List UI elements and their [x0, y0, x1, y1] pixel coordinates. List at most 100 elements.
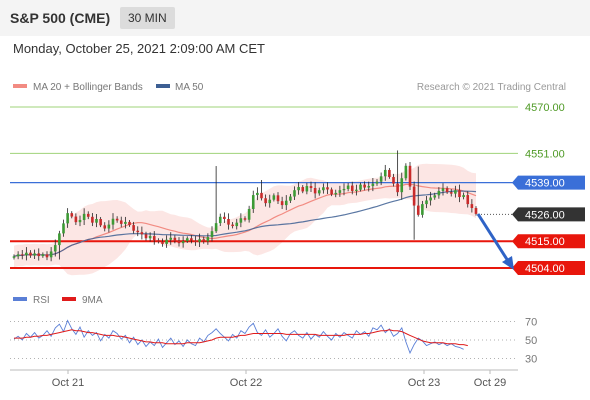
x-tick-label: Oct 21 — [52, 377, 84, 389]
chart-header: S&P 500 (CME) 30 MIN — [0, 0, 590, 36]
candle-body — [124, 221, 127, 224]
candle-body — [33, 253, 36, 256]
candle-body — [379, 176, 383, 182]
level-label-4526-00-box — [512, 207, 585, 222]
candle-body — [474, 208, 478, 214]
candles — [12, 150, 478, 262]
candle-body — [284, 200, 288, 206]
candle-body — [371, 183, 375, 187]
interval-badge[interactable]: 30 MIN — [120, 7, 175, 29]
candle-body — [107, 224, 111, 229]
candle-body — [272, 195, 276, 200]
chart-datetime: Monday, October 25, 2021 2:09:00 AM CET — [13, 41, 265, 56]
level-label-4570-00: 4570.00 — [525, 102, 565, 114]
candle-body — [119, 220, 123, 224]
rsi-ma-legend-label: 9MA — [82, 295, 103, 306]
candle-body — [177, 240, 181, 244]
candle-body — [412, 186, 416, 206]
candle-body — [136, 230, 140, 233]
rsi-line — [13, 319, 464, 355]
candle-body — [363, 184, 366, 188]
level-label-4526-00: 4526.00 — [525, 209, 565, 221]
candle-body — [99, 219, 102, 226]
candle-body — [388, 169, 391, 178]
candle-body — [82, 213, 86, 220]
candle-body — [95, 219, 98, 223]
rsi-lines — [13, 319, 468, 355]
candle-body — [433, 195, 437, 198]
forecast-arrow-shaft — [476, 213, 510, 262]
candle-body — [421, 204, 424, 215]
x-tick-label: Oct 29 — [474, 377, 506, 389]
candle-body — [235, 222, 239, 227]
candle-body — [58, 233, 61, 246]
candle-body — [326, 187, 329, 190]
candle-body — [322, 187, 325, 191]
candle-body — [425, 200, 428, 205]
candle-body — [53, 245, 57, 252]
candle-body — [437, 190, 441, 196]
candle-body — [293, 190, 296, 197]
candle-body — [223, 216, 226, 219]
rsi-grid: 30 50 70 — [10, 316, 537, 366]
candle-body — [276, 195, 280, 202]
candle-body — [280, 201, 284, 206]
candle-body — [462, 195, 465, 198]
candle-body — [355, 189, 358, 191]
level-lines — [10, 106, 518, 270]
rsi-tick-30: 30 — [525, 354, 537, 366]
candle-body — [62, 223, 65, 234]
candle-body — [66, 213, 69, 224]
candle-body — [16, 254, 20, 257]
level-labels: 4570.00 4551.00 4539.00 4526.00 4515.00 4504.… — [512, 102, 585, 276]
candle-body — [309, 186, 313, 189]
candle-body — [346, 185, 350, 189]
candle-body — [103, 225, 107, 229]
candle-body — [400, 178, 404, 193]
candle-body — [239, 218, 243, 223]
rsi-ma-legend-swatch — [62, 297, 76, 301]
candle-body — [289, 196, 292, 201]
forecast-arrow — [476, 213, 514, 270]
candle-body — [181, 241, 185, 244]
candle-body — [441, 188, 445, 191]
main-legend: MA 20 + Bollinger Bands MA 50 Research ©… — [13, 82, 566, 93]
credit-text: Research © 2021 Trading Central — [417, 82, 566, 93]
level-label-4515-00: 4515.00 — [525, 236, 565, 248]
candle-body — [429, 197, 432, 201]
candle-body — [264, 198, 267, 204]
candle-body — [111, 218, 115, 225]
candle-body — [20, 254, 24, 256]
candle-body — [396, 183, 399, 193]
candle-body — [359, 184, 362, 190]
candle-body — [416, 205, 420, 215]
candle-body — [45, 254, 49, 258]
candle-body — [454, 190, 457, 194]
x-tick-label: Oct 23 — [408, 377, 440, 389]
candle-body — [12, 256, 16, 258]
candle-body — [165, 239, 168, 244]
candle-body — [132, 225, 135, 231]
candle-body — [375, 181, 379, 184]
candle-body — [25, 252, 28, 256]
candle-body — [218, 216, 222, 224]
x-tick-label: Oct 22 — [230, 377, 262, 389]
moving-averages — [13, 183, 477, 257]
instrument-title: S&P 500 (CME) — [10, 10, 111, 26]
ma50-line — [13, 190, 477, 257]
candle-body — [161, 241, 164, 244]
ma20-legend-swatch — [13, 84, 27, 88]
rsi-tick-50: 50 — [525, 335, 537, 347]
candle-body — [206, 237, 210, 242]
level-label-4539-00-box — [512, 175, 585, 190]
candle-body — [445, 188, 449, 193]
candle-body — [268, 199, 272, 204]
candle-body — [404, 165, 408, 179]
candle-body — [91, 216, 94, 223]
candle-body — [152, 236, 156, 241]
candle-body — [227, 219, 230, 225]
level-label-4539-00: 4539.00 — [525, 178, 565, 190]
candle-body — [202, 239, 206, 242]
candle-body — [305, 186, 309, 192]
candle-body — [338, 190, 342, 193]
